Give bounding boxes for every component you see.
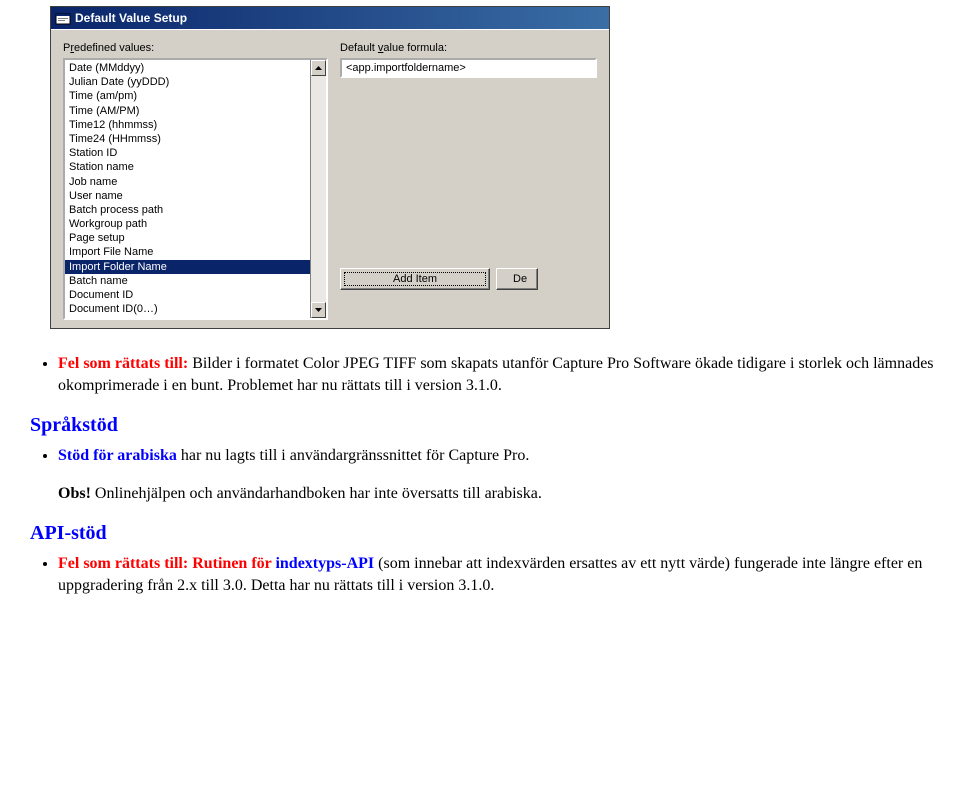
list-item[interactable]: Time (AM/PM) [65, 104, 310, 118]
bullet-api-fix: Fel som rättats till: Rutinen för indext… [58, 553, 950, 596]
dialog-body: Predefined values: Date (MMddyy)Julian D… [51, 29, 609, 328]
default-value-formula-label: Default value formula: [340, 42, 597, 54]
api-term: indextyps-API [275, 555, 374, 572]
list-item[interactable]: Job name [65, 175, 310, 189]
heading-language-support: Språkstöd [30, 412, 950, 439]
list-item[interactable]: Batch process path [65, 203, 310, 217]
list-item[interactable]: Station ID [65, 146, 310, 160]
list-item[interactable]: Document ID(0…) [65, 302, 310, 316]
fix-prefix-2: Fel som rättats till: [58, 555, 192, 572]
list-item[interactable]: Date (MMddyy) [65, 61, 310, 75]
fix-prefix: Fel som rättats till: [58, 355, 188, 372]
note-arabic: Obs! Onlinehjälpen och användarhandboken… [58, 483, 950, 505]
formula-input[interactable] [340, 58, 597, 78]
next-button-label: De [513, 273, 527, 285]
default-value-setup-dialog: Default Value Setup Predefined values: D… [50, 6, 610, 329]
document-text: Fel som rättats till: Bilder i formatet … [0, 329, 960, 623]
list-item[interactable]: Julian Date (yyDDD) [65, 75, 310, 89]
list-item[interactable]: Batch name [65, 274, 310, 288]
list-item[interactable]: Import File Name [65, 245, 310, 259]
list-item[interactable]: Workgroup path [65, 217, 310, 231]
list-item[interactable]: Station name [65, 160, 310, 174]
button-row: Add Item De [340, 268, 597, 290]
app-icon [55, 10, 71, 26]
list-item[interactable]: Document ID [65, 288, 310, 302]
titlebar[interactable]: Default Value Setup [51, 7, 609, 29]
add-item-button-label: Add Item [393, 273, 437, 285]
bullet-arabic-support: Stöd för arabiska har nu lagts till i an… [58, 445, 950, 467]
arabic-prefix: Stöd för arabiska [58, 447, 177, 464]
heading-api-support: API-stöd [30, 520, 950, 547]
add-item-button[interactable]: Add Item [340, 268, 490, 290]
list-item[interactable]: Time (am/pm) [65, 89, 310, 103]
scroll-track[interactable] [311, 76, 326, 302]
scroll-down-button[interactable] [311, 302, 326, 318]
window-title: Default Value Setup [75, 11, 187, 25]
next-button-partial[interactable]: De [496, 268, 538, 290]
predefined-values-label: Predefined values: [63, 42, 328, 54]
formula-column: Default value formula: Add Item De [340, 42, 597, 320]
list-item[interactable]: User name [65, 189, 310, 203]
list-item[interactable]: Time12 (hhmmss) [65, 118, 310, 132]
scroll-up-button[interactable] [311, 60, 326, 76]
list-item[interactable]: Import Folder Name [65, 260, 310, 274]
bullet-fix-jpeg-tiff: Fel som rättats till: Bilder i formatet … [58, 353, 950, 396]
listbox-scrollbar[interactable] [310, 60, 326, 318]
list-item[interactable]: Time24 (HHmmss) [65, 132, 310, 146]
list-item[interactable]: Page setup [65, 231, 310, 245]
predefined-values-listbox[interactable]: Date (MMddyy)Julian Date (yyDDD)Time (am… [63, 58, 328, 320]
predefined-column: Predefined values: Date (MMddyy)Julian D… [63, 42, 328, 320]
